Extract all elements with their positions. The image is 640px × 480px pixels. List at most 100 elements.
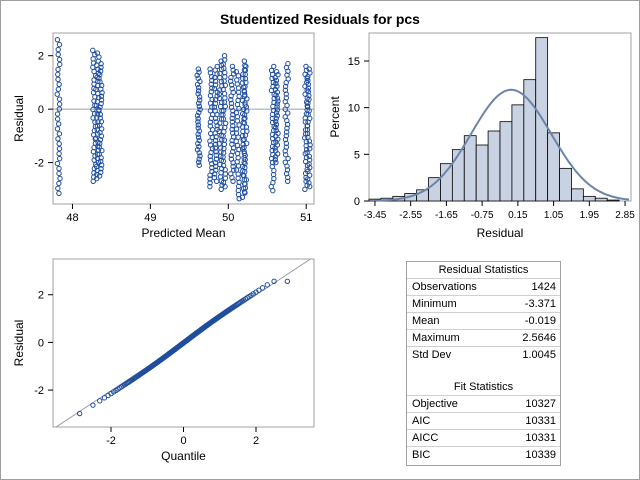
residual-point <box>229 85 235 92</box>
residual-point <box>220 179 227 186</box>
residual-point <box>98 100 104 107</box>
residual-point <box>273 127 279 134</box>
residual-point <box>222 120 229 126</box>
residual-point <box>283 95 289 101</box>
normal-density-curve <box>370 88 630 202</box>
residual-point <box>282 87 289 93</box>
residual-point <box>99 147 105 154</box>
residual-point <box>284 167 291 173</box>
residual-point <box>54 111 61 117</box>
residual-point <box>282 114 288 120</box>
qq-point <box>97 398 103 404</box>
residual-stat-value: 2.5646 <box>522 332 556 344</box>
y-tick-label: -2 <box>34 385 44 397</box>
residual-point <box>273 77 280 84</box>
residual-point <box>195 122 202 128</box>
residual-point <box>56 121 62 127</box>
residual-point <box>282 83 289 90</box>
residual-point <box>228 156 235 162</box>
residual-point <box>98 64 104 71</box>
y-axis-label: Residual <box>12 95 26 142</box>
residual-point <box>92 119 98 125</box>
residual-point <box>273 115 279 122</box>
residual-point <box>274 107 281 113</box>
x-tick-label: 1.05 <box>544 210 564 221</box>
histogram-bar <box>582 195 596 202</box>
y-tick-label: 0 <box>38 104 44 116</box>
residual-point <box>272 156 278 163</box>
residual-point <box>212 108 218 114</box>
histogram-bar <box>451 149 465 202</box>
residual-point <box>302 186 308 193</box>
residual-point <box>98 158 104 165</box>
residual-point <box>273 92 279 98</box>
qq-point <box>90 402 96 408</box>
fit-stat-row: AIC 10331 <box>407 412 560 429</box>
residual-point <box>212 141 219 147</box>
residual-point <box>243 140 250 147</box>
residual-point <box>306 96 312 103</box>
residual-point <box>196 94 203 100</box>
residual-point <box>196 109 202 116</box>
fit-stat-label: BIC <box>412 449 431 461</box>
residual-point <box>213 134 219 140</box>
residual-point <box>56 150 62 157</box>
residual-point <box>274 101 280 107</box>
qq-point <box>284 278 291 284</box>
residual-stat-row: Maximum 2.5646 <box>407 329 560 346</box>
residual-point <box>55 71 61 78</box>
residual-point <box>231 167 237 173</box>
x-tick-label: 49 <box>144 212 156 224</box>
x-axis-label: Predicted Mean <box>141 226 225 240</box>
residual-point <box>275 98 281 104</box>
residual-point <box>285 110 291 116</box>
residual-point <box>273 110 280 116</box>
residual-stat-label: Observations <box>412 281 477 293</box>
residual-vs-predicted-panel: 48 49 50 51 -2 0 2 Predicted Mean Residual <box>12 32 315 240</box>
residual-point <box>283 144 290 150</box>
residual-point <box>194 147 201 153</box>
residual-point <box>196 103 203 110</box>
fit-stat-label: AIC <box>412 415 431 427</box>
y-tick-label: 15 <box>348 56 360 68</box>
residual-point <box>212 78 219 84</box>
residual-point <box>285 155 291 162</box>
y-axis-label: Residual <box>12 320 26 367</box>
residual-point <box>56 101 63 107</box>
histogram-bar <box>487 130 501 202</box>
residual-point <box>268 67 275 74</box>
residual-stat-value: -3.371 <box>524 298 556 310</box>
residual-point <box>56 180 62 187</box>
residual-point <box>98 97 105 103</box>
qq-point <box>264 282 270 288</box>
histogram-bar <box>463 135 477 202</box>
x-tick-label: 0.15 <box>508 210 528 221</box>
residual-point <box>98 162 105 168</box>
residual-point <box>241 144 247 151</box>
residual-point <box>57 175 63 182</box>
y-tick-label: 5 <box>354 149 360 161</box>
residual-stat-value: 1424 <box>531 281 556 293</box>
histogram-bar <box>440 163 453 202</box>
residual-point <box>273 69 280 75</box>
x-axis-label: Quantile <box>161 449 206 463</box>
residual-point <box>282 152 289 158</box>
residual-point <box>56 56 63 63</box>
residual-point <box>207 70 214 76</box>
residual-point <box>195 88 202 94</box>
residual-point <box>272 118 279 125</box>
histogram-bar <box>594 197 608 202</box>
residual-point <box>197 153 203 159</box>
residual-point <box>304 130 311 137</box>
residual-point <box>274 104 280 110</box>
residual-point <box>55 185 61 192</box>
residual-point <box>216 141 222 147</box>
residual-point <box>196 69 202 75</box>
residual-stat-row: Std Dev 1.0045 <box>407 346 560 363</box>
residual-stat-row: Observations 1424 <box>407 278 560 295</box>
residual-point <box>228 100 235 107</box>
residual-point <box>56 155 63 162</box>
x-tick-label: -3.45 <box>364 210 387 221</box>
residual-point <box>227 78 234 84</box>
residual-point <box>284 125 290 131</box>
